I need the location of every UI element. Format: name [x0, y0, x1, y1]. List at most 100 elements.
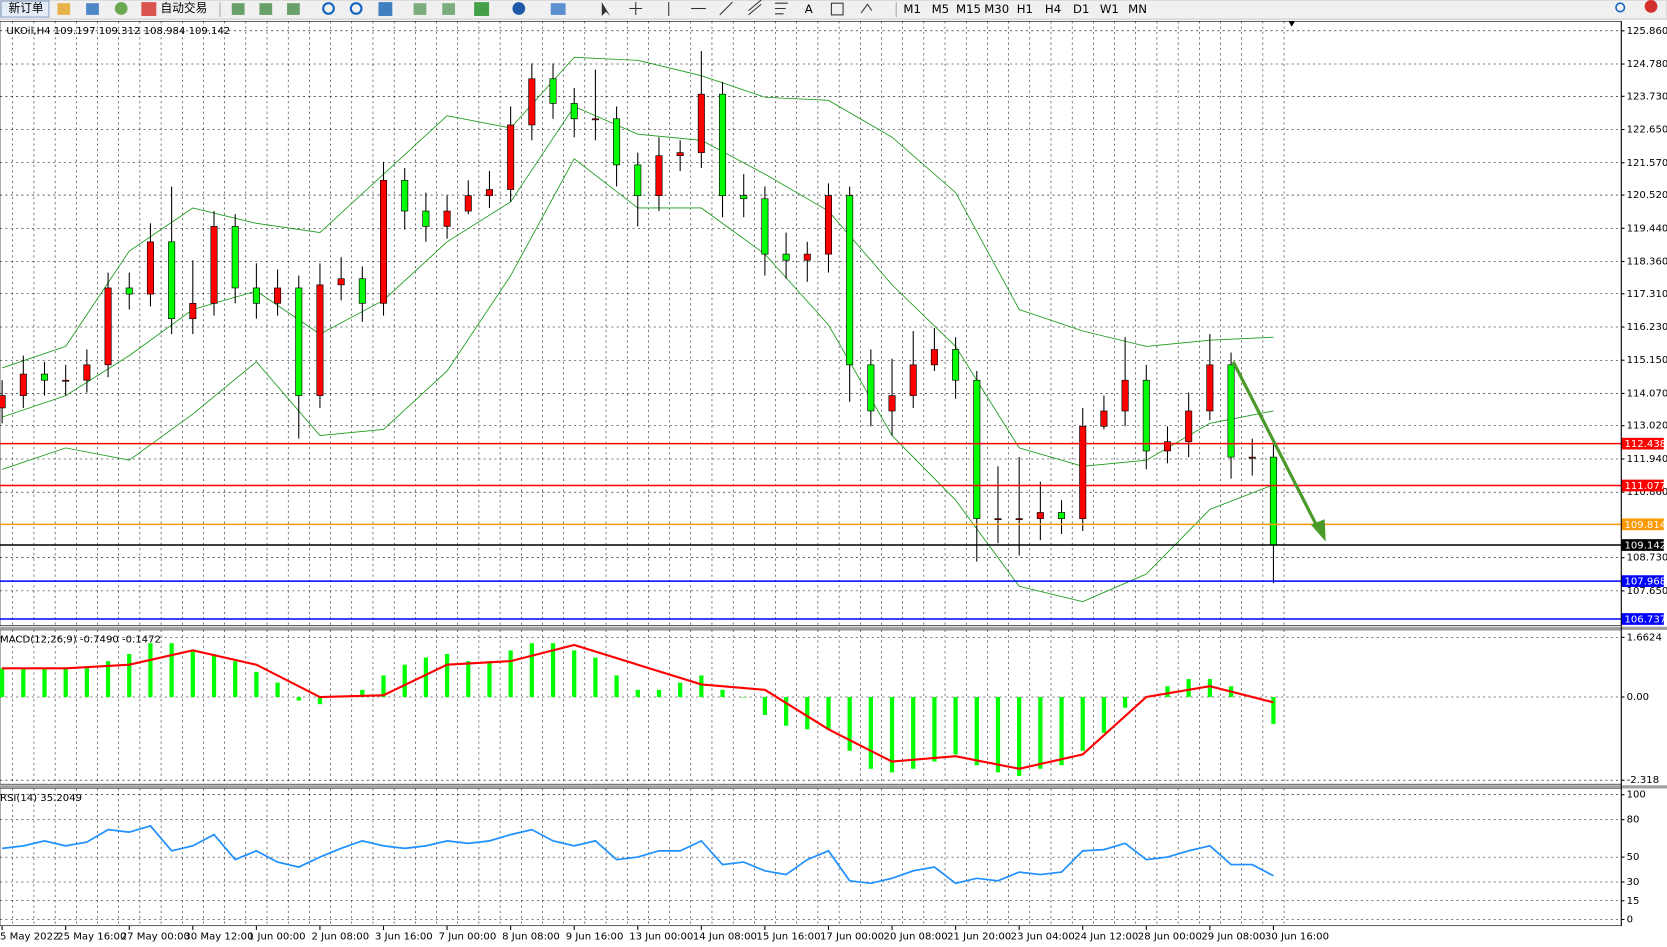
candle-body — [125, 287, 133, 295]
timeframe-button[interactable]: M30 — [984, 2, 1009, 16]
macd-bar — [826, 697, 831, 730]
timeframe-button[interactable]: M1 — [903, 2, 921, 16]
x-tick-label: 30 May 12:00 — [184, 931, 253, 942]
macd-bar — [1165, 686, 1170, 698]
timeframe-button[interactable]: M15 — [956, 2, 981, 16]
rsi-line — [2, 824, 1274, 885]
y-tick-label: 110.860 — [1627, 487, 1667, 498]
x-tick-label: 23 Jun 04:00 — [1011, 931, 1075, 942]
timeframe-bar: M1 M5 M15 M30 H1 H4 D1 W1 MN — [903, 2, 1147, 16]
candle-body — [888, 395, 896, 412]
macd-bar — [847, 697, 852, 751]
icon[interactable] — [512, 2, 526, 15]
macd-bar — [741, 697, 746, 698]
macd-bar — [254, 671, 259, 698]
x-tick-label: 17 Jun 00:00 — [820, 931, 884, 942]
channel-tool[interactable] — [748, 0, 762, 16]
y-tick-label: 0.00 — [1627, 692, 1649, 703]
timeframe-button[interactable]: M5 — [932, 2, 950, 16]
x-tick-label: 21 Jun 20:00 — [947, 931, 1011, 942]
candle-body — [591, 118, 599, 121]
new-order-label[interactable]: 新订单 — [9, 1, 44, 15]
y-tick-label: 120.520 — [1627, 190, 1667, 201]
candle-body — [189, 303, 197, 320]
macd-bar — [63, 668, 68, 698]
macd-bar — [699, 675, 704, 698]
cursor-tool[interactable] — [601, 2, 611, 16]
candle-body — [252, 287, 260, 304]
fibo-tool[interactable] — [775, 2, 788, 15]
candle-body — [464, 195, 472, 212]
macd-bar — [423, 657, 429, 698]
candle-body — [1185, 410, 1193, 443]
search-icon[interactable] — [1615, 2, 1626, 13]
candle-body — [1036, 512, 1044, 519]
x-tick-label: 30 Jun 16:00 — [1265, 931, 1329, 942]
auto-trading-icon[interactable] — [141, 2, 157, 16]
icon[interactable] — [550, 3, 566, 15]
price-level-label: 109.814 — [1624, 520, 1666, 531]
macd-bar — [487, 661, 492, 698]
timeframe-button[interactable]: D1 — [1073, 2, 1089, 16]
chart-area: 125.860 124.780 123.730 122.650 121.570 120.5… — [0, 20, 1667, 942]
panel-separator — [0, 785, 1667, 789]
icon[interactable] — [57, 3, 71, 15]
y-tick-label: 115.150 — [1627, 355, 1667, 366]
macd-bar — [444, 653, 450, 698]
icon[interactable] — [114, 2, 128, 15]
arrow-tool[interactable] — [860, 3, 873, 14]
timeframe-button[interactable]: MN — [1128, 2, 1147, 16]
y-tick-label: 116.230 — [1627, 322, 1667, 333]
macd-bar — [1122, 697, 1128, 708]
candle-body — [1163, 441, 1171, 452]
icon[interactable] — [86, 3, 99, 15]
icon[interactable] — [259, 3, 273, 15]
macd-bar — [190, 650, 195, 698]
crosshair-tool[interactable] — [629, 2, 643, 15]
x-tick-label: 28 Jun 00:00 — [1138, 931, 1202, 942]
trendline-tool[interactable] — [719, 1, 733, 16]
macd-bar — [466, 661, 471, 698]
icon[interactable] — [378, 2, 393, 16]
macd-bar — [275, 682, 280, 698]
candle-body — [973, 379, 981, 519]
zoom-out[interactable] — [349, 2, 363, 15]
price-level-label: 107.968 — [1624, 577, 1666, 588]
icon[interactable] — [474, 2, 490, 16]
timeframe-button[interactable]: H1 — [1017, 2, 1033, 16]
macd-bar — [720, 689, 725, 698]
y-tick-label: 121.570 — [1627, 158, 1667, 169]
icon[interactable] — [413, 3, 427, 15]
y-tick-label: 15 — [1627, 896, 1640, 907]
panel-title: RSI(14) 35.2049 — [0, 793, 82, 804]
candle-body — [867, 364, 875, 412]
y-tick-label: 50 — [1627, 852, 1640, 863]
icon[interactable] — [231, 3, 245, 15]
macd-bar — [550, 643, 556, 698]
label-tool[interactable] — [830, 2, 844, 16]
candle-body — [994, 518, 1002, 521]
macd-bar — [974, 697, 979, 766]
new-order-button[interactable] — [0, 0, 50, 18]
macd-bar — [635, 689, 640, 698]
zoom-in[interactable] — [322, 2, 335, 15]
y-tick-label: 117.310 — [1627, 289, 1667, 300]
icon[interactable] — [287, 3, 300, 15]
candle-body — [40, 373, 49, 381]
candle-body — [782, 253, 790, 261]
auto-trading-label[interactable]: 自动交易 — [161, 1, 208, 15]
shift-marker — [1288, 21, 1295, 27]
timeframe-button[interactable]: W1 — [1100, 2, 1119, 16]
notification-badge[interactable] — [1644, 0, 1658, 13]
price-level-label: 106.737 — [1624, 615, 1666, 626]
x-tick-label: 8 Jun 08:00 — [502, 931, 560, 942]
macd-bar — [381, 675, 386, 698]
candle-body — [803, 253, 811, 261]
candle-body — [1121, 379, 1129, 412]
macd-bar — [42, 668, 47, 698]
icon[interactable] — [442, 3, 456, 15]
candle-body — [634, 164, 642, 196]
timeframe-button[interactable]: H4 — [1045, 2, 1061, 16]
text-tool[interactable]: A — [805, 2, 813, 16]
macd-bar — [593, 657, 598, 698]
